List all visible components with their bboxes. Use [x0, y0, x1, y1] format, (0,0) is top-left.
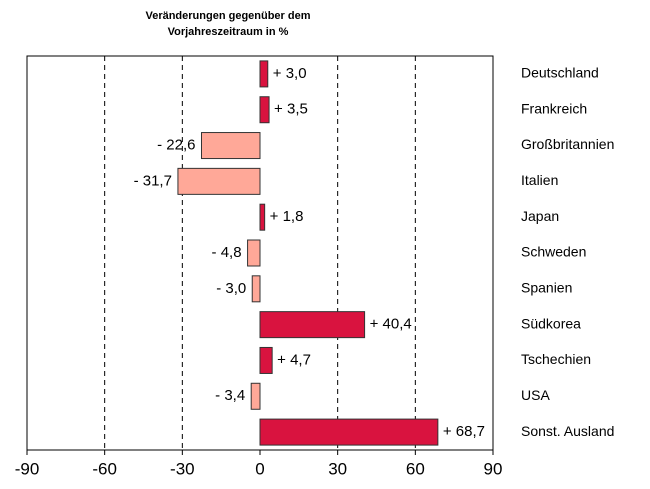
category-label: Südkorea — [521, 315, 581, 331]
category-label: Großbritannien — [521, 136, 614, 152]
category-label: Frankreich — [521, 100, 587, 116]
category-label: Japan — [521, 208, 559, 224]
x-tick-label: -60 — [92, 459, 117, 478]
value-label: + 40,4 — [370, 316, 412, 333]
x-tick-label: 60 — [406, 459, 425, 478]
category-label: Tschechien — [521, 351, 591, 367]
x-tick-label: -90 — [15, 459, 40, 478]
bar — [250, 382, 261, 410]
value-label: - 31,7 — [134, 172, 172, 189]
category-label: USA — [521, 387, 550, 403]
bar — [259, 346, 273, 374]
bar — [259, 60, 269, 88]
value-label: + 3,5 — [274, 101, 308, 118]
value-label: + 1,8 — [270, 208, 304, 225]
bar — [259, 203, 266, 231]
category-label: Deutschland — [521, 65, 599, 81]
x-tick-label: -30 — [170, 459, 195, 478]
x-tick-label: 90 — [484, 459, 503, 478]
bar — [247, 239, 261, 267]
bar — [259, 311, 366, 339]
category-label: Italien — [521, 172, 558, 188]
value-label: - 3,0 — [216, 280, 246, 297]
category-label: Spanien — [521, 280, 572, 296]
value-label: + 4,7 — [277, 351, 311, 368]
value-label: - 22,6 — [157, 137, 195, 154]
x-tick-label: 30 — [328, 459, 347, 478]
bar — [200, 132, 261, 160]
chart-title: Veränderungen gegenüber dem — [145, 10, 310, 22]
bar — [259, 96, 270, 124]
x-tick-label: 0 — [255, 459, 264, 478]
bar — [177, 167, 261, 195]
value-label: - 3,4 — [215, 387, 245, 404]
value-label: - 4,8 — [212, 244, 242, 261]
bar — [259, 418, 439, 446]
value-label: + 3,0 — [273, 65, 307, 82]
value-label: + 68,7 — [443, 423, 485, 440]
bar — [251, 275, 261, 303]
category-label: Sonst. Ausland — [521, 423, 614, 439]
chart-title: Vorjahreszeitraum in % — [168, 26, 289, 38]
category-label: Schweden — [521, 244, 586, 260]
